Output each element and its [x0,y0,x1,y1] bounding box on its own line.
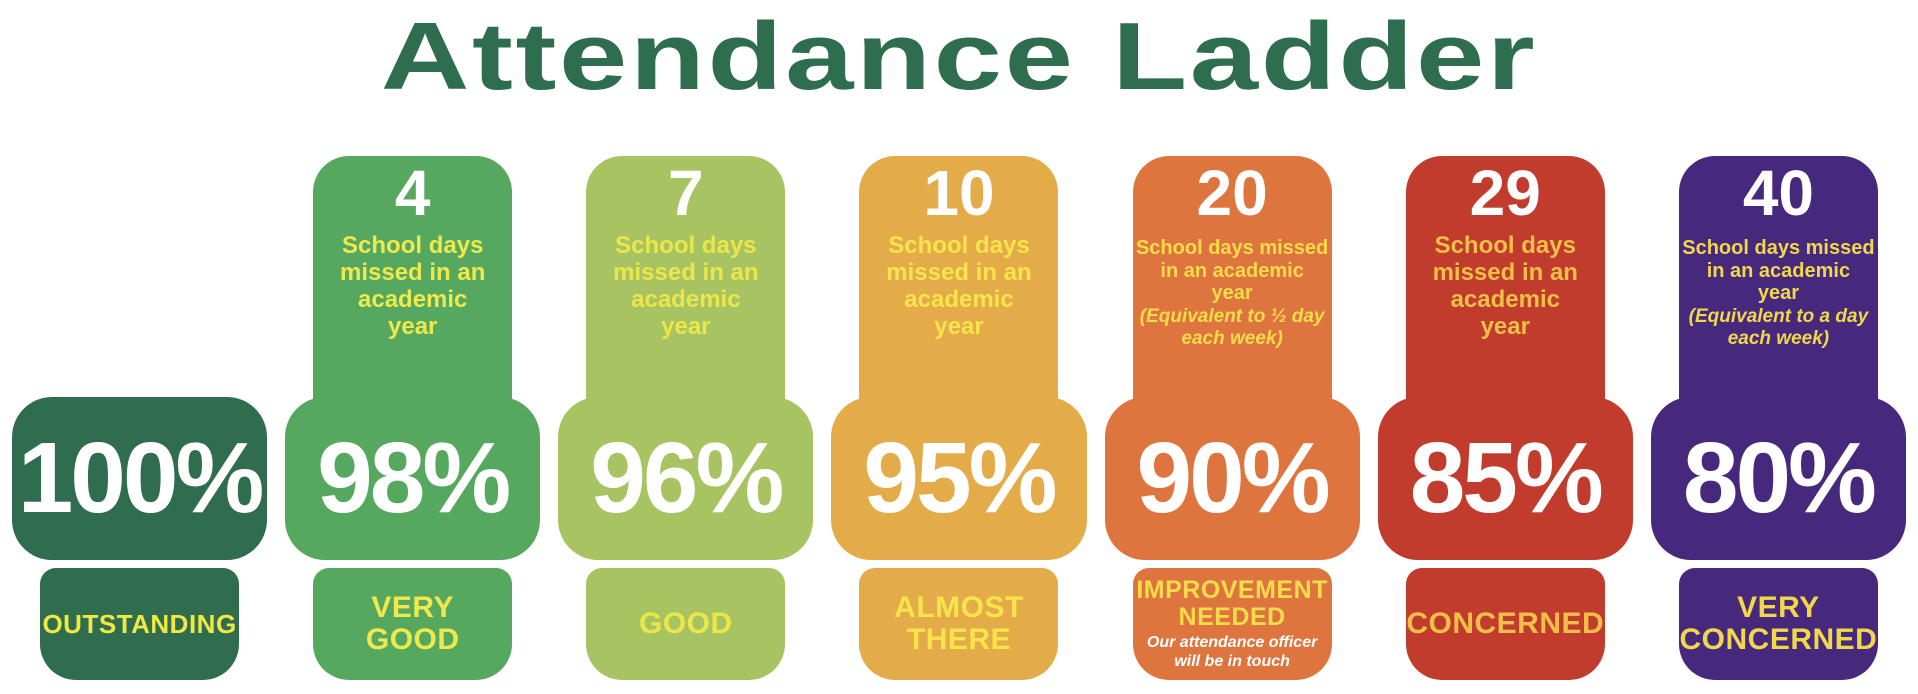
attendance-step-85: 29 School days missed in an academic yea… [1377,128,1633,684]
percent-value: 96% [590,422,784,534]
attendance-step-98: 4 School days missed in an academic year… [285,128,541,684]
rating-label: OUTSTANDING [42,608,237,639]
days-missed-text: School days missed in an academic year [1682,237,1875,304]
percent-value: 90% [1136,422,1331,534]
percent-box-100: 100% [12,397,268,560]
percent-value: 80% [1682,422,1877,534]
rating-label-box: OUTSTANDING [40,568,240,680]
days-missed-text: School days missed in an academic year [613,232,759,340]
percent-box-80: 80% [1650,397,1906,560]
percent-box-85: 85% [1377,397,1633,560]
percent-box-95: 95% [831,397,1087,560]
attendance-step-90: 20 School days missed in an academic yea… [1104,128,1360,684]
days-missed-text: School days missed in an academic year [1135,237,1329,304]
days-missed-card: 20 School days missed in an academic yea… [1132,156,1332,422]
rating-label: IMPROVEMENT NEEDED [1136,576,1328,632]
attendance-step-96: 7 School days missed in an academic year… [558,128,814,684]
days-missed-card: 40 School days missed in an academic yea… [1678,156,1878,422]
days-missed-number: 29 [1469,157,1541,229]
days-missed-text: School days missed in an academic year [886,232,1032,340]
rating-label-box: ALMOST THERE [859,568,1059,680]
percent-value: 98% [317,422,511,534]
days-missed-card: 29 School days missed in an academic yea… [1405,156,1605,422]
rating-label-box: IMPROVEMENT NEEDED Our attendance office… [1132,568,1332,680]
rating-label-box: VERY CONCERNED [1678,568,1878,680]
rating-label: VERY GOOD [365,590,460,656]
days-missed-text: School days missed in an academic year [1432,232,1578,340]
days-missed-note: (Equivalent to a day each week) [1688,306,1869,349]
attendance-step-95: 10 School days missed in an academic yea… [831,128,1087,684]
rating-label: ALMOST THERE [894,590,1024,656]
percent-value: 100% [17,422,265,534]
percent-value: 85% [1409,422,1604,534]
rating-label-note: Our attendance officer will be in touch [1146,634,1318,670]
days-missed-note: (Equivalent to ½ day each week) [1139,306,1325,349]
percent-box-96: 96% [558,397,814,560]
rating-label: VERY CONCERNED [1679,590,1878,656]
days-missed-number: 20 [1196,157,1268,229]
days-missed-number: 4 [394,157,431,229]
rating-label-box: VERY GOOD [313,568,513,680]
rating-label: GOOD [639,606,733,640]
rating-label: CONCERNED [1406,606,1605,640]
days-missed-card: 10 School days missed in an academic yea… [859,156,1059,422]
rating-label-box: CONCERNED [1405,568,1605,680]
days-missed-number: 40 [1742,157,1814,229]
days-missed-number: 10 [923,157,995,229]
days-missed-card: 4 School days missed in an academic year [313,156,513,422]
percent-box-90: 90% [1104,397,1360,560]
ladder: 100% OUTSTANDING 4 School days missed in… [12,128,1906,684]
days-missed-text: School days missed in an academic year [340,232,486,340]
days-missed-number: 7 [668,157,704,229]
attendance-step-80: 40 School days missed in an academic yea… [1650,128,1906,684]
percent-value: 95% [863,422,1057,534]
attendance-step-100: 100% OUTSTANDING [12,128,268,684]
percent-box-98: 98% [285,397,541,560]
days-missed-card: 7 School days missed in an academic year [586,156,786,422]
rating-label-box: GOOD [586,568,786,680]
page-title: Attendance Ladder [380,3,1538,110]
